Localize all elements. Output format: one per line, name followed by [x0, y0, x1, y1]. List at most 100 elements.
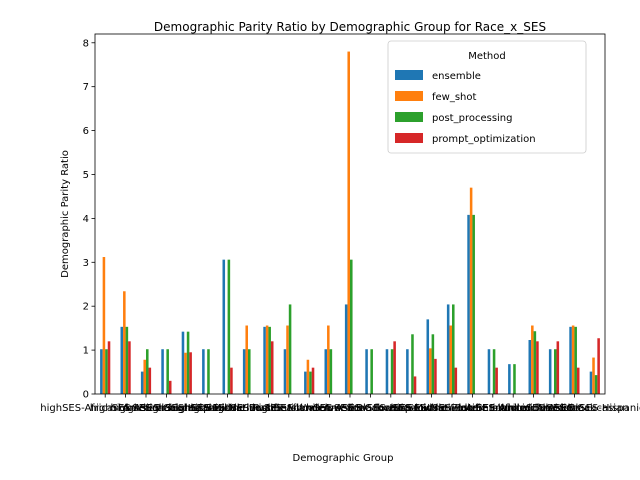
- bar-ensemble: [487, 349, 491, 394]
- x-tick-label: middleSES-Black: [512, 403, 596, 414]
- bar-few_shot: [469, 187, 473, 394]
- bar-post_processing: [370, 349, 373, 394]
- legend-label-few_shot: few_shot: [432, 92, 477, 103]
- x-tick-label: lowSES-Native American: [391, 403, 514, 414]
- legend-items: ensemble few_shot post_processing prompt_op…: [395, 70, 536, 145]
- bar-post_processing: [146, 349, 149, 394]
- x-axis-ticks: highSES-African AmericanhighSES-Asianhig…: [40, 394, 640, 414]
- bar-ensemble: [202, 349, 205, 394]
- plot-frame: [94, 33, 606, 395]
- bar-ensemble: [467, 214, 470, 394]
- bar-prompt_optimization: [536, 341, 539, 394]
- bar-post_processing: [431, 334, 435, 394]
- bar-ensemble: [344, 304, 348, 394]
- bar-post_processing: [472, 214, 475, 394]
- legend-swatch-ensemble: [395, 70, 423, 80]
- bar-few_shot: [531, 325, 534, 394]
- y-tick-label: 3: [83, 258, 89, 269]
- bar-post_processing: [513, 364, 516, 394]
- bar-ensemble: [446, 304, 450, 394]
- bar-ensemble: [263, 326, 266, 394]
- bar-post_processing: [105, 349, 108, 394]
- x-tick-label: middleSES-Asian: [492, 403, 576, 414]
- bar-ensemble: [589, 371, 593, 394]
- x-tick-label: lowSES-Hispanic: [350, 403, 432, 414]
- bar-post_processing: [227, 259, 231, 394]
- bar-post_processing: [248, 349, 251, 394]
- bar-post_processing: [268, 326, 271, 394]
- bar-ensemble: [242, 349, 246, 394]
- bar-post_processing: [125, 326, 129, 394]
- bar-ensemble: [569, 326, 572, 394]
- x-tick-label: lowSES-African American: [247, 403, 372, 414]
- x-tick-label: highSES-Middle Eastern: [168, 403, 287, 414]
- bar-post_processing: [350, 259, 353, 394]
- bar-few_shot: [102, 257, 106, 394]
- x-tick-label: middleSES-African American: [442, 403, 584, 414]
- bar-post_processing: [288, 304, 292, 394]
- bar-few_shot: [245, 325, 248, 394]
- bar-post_processing: [533, 331, 537, 394]
- x-tick-label: highSES-Native American: [184, 403, 312, 414]
- bar-ensemble: [426, 319, 430, 394]
- x-tick-label: middleSES-Caucasian: [520, 403, 628, 414]
- bar-ensemble: [222, 259, 226, 394]
- bar-ensemble: [365, 349, 368, 394]
- x-tick-label: lowSES-Asian: [296, 403, 363, 414]
- x-tick-label: lowSES-Black: [317, 403, 384, 414]
- y-tick-label: 2: [83, 302, 89, 313]
- bar-post_processing: [390, 349, 394, 394]
- legend-swatch-prompt_optimization: [395, 133, 423, 143]
- bar-few_shot: [571, 325, 575, 394]
- bar-ensemble: [385, 349, 389, 394]
- bar-prompt_optimization: [597, 338, 600, 394]
- bar-post_processing: [186, 331, 190, 394]
- bar-post_processing: [207, 349, 210, 394]
- bar-few_shot: [143, 359, 146, 394]
- legend-swatch-few_shot: [395, 91, 423, 101]
- y-tick-label: 4: [83, 214, 89, 225]
- x-tick-label: middleSES-Hispanic: [545, 403, 640, 414]
- bar-prompt_optimization: [454, 367, 458, 394]
- bar-ensemble: [181, 331, 185, 394]
- bar-ensemble: [120, 326, 124, 394]
- x-tick-label: lowSES-Caucasian: [325, 403, 416, 414]
- bar-few_shot: [184, 352, 187, 394]
- bar-post_processing: [492, 349, 496, 394]
- bar-prompt_optimization: [148, 367, 152, 394]
- bar-prompt_optimization: [230, 367, 233, 394]
- y-tick-label: 0: [83, 390, 89, 401]
- x-tick-label: highSES-White: [252, 403, 325, 414]
- bar-few_shot: [265, 325, 269, 394]
- bar-few_shot: [347, 51, 350, 395]
- x-tick-label: lowSES-Latino: [376, 403, 447, 414]
- bar-few_shot: [429, 348, 432, 394]
- legend-label-prompt_optimization: prompt_optimization: [432, 134, 536, 145]
- bar-post_processing: [574, 326, 577, 394]
- bar-prompt_optimization: [128, 341, 131, 394]
- chart-title: Demographic Parity Ratio by Demographic …: [154, 20, 546, 34]
- legend-label-ensemble: ensemble: [432, 71, 481, 82]
- legend: Method ensemble few_shot post_processingpr…: [387, 40, 587, 154]
- x-tick-label: highSES-Black: [110, 403, 181, 414]
- x-tick-label: lowSES-Middle Eastern: [375, 403, 489, 414]
- legend-label-post_processing: post_processing: [432, 113, 513, 124]
- y-axis-ticks: 0 1 2 3 4 5 6 7 8: [83, 38, 95, 401]
- bar-few_shot: [306, 359, 310, 394]
- y-tick-label: 1: [83, 346, 89, 357]
- x-tick-label: highSES-Hispanic: [143, 403, 230, 414]
- bars-layer: [100, 51, 600, 395]
- y-tick-label: 6: [83, 126, 89, 137]
- x-axis-label: Demographic Group: [293, 453, 394, 464]
- y-tick-label: 8: [83, 38, 89, 49]
- x-tick-label: highSES-African American: [40, 403, 170, 414]
- legend-frame: [387, 40, 587, 154]
- bar-post_processing: [554, 349, 557, 394]
- bar-ensemble: [548, 349, 552, 394]
- bar-few_shot: [327, 325, 330, 394]
- bar-ensemble: [508, 364, 511, 394]
- bar-ensemble: [161, 349, 164, 394]
- bar-prompt_optimization: [434, 358, 437, 394]
- bar-ensemble: [528, 340, 532, 394]
- bar-prompt_optimization: [168, 380, 172, 394]
